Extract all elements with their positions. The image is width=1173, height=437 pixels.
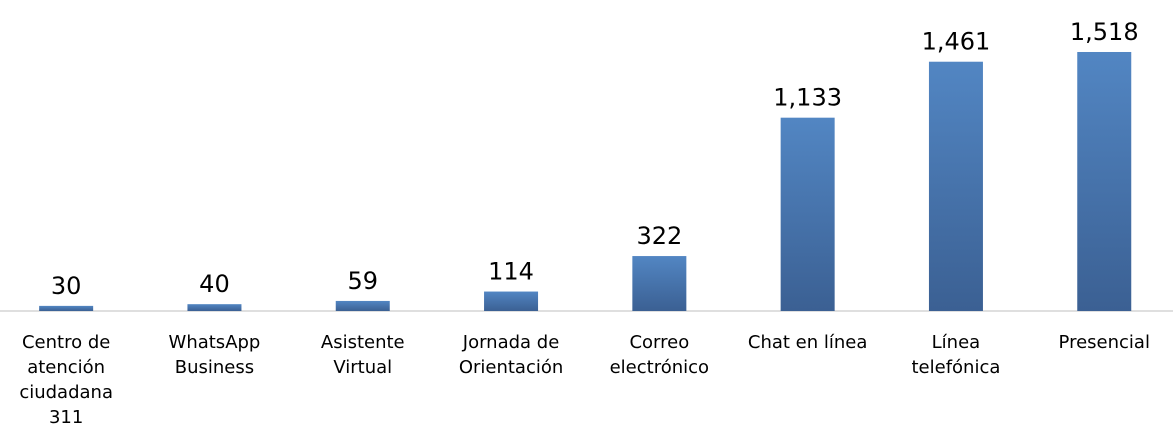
bar bbox=[335, 300, 390, 311]
bar bbox=[928, 61, 983, 311]
x-tick-label: Asistente Virtual bbox=[320, 332, 405, 378]
value-label: 322 bbox=[636, 222, 682, 250]
value-label: 1,133 bbox=[773, 84, 842, 112]
x-tick-label: Presencial bbox=[1058, 332, 1150, 353]
x-tick-label: Centro de atención ciudadana 311 bbox=[19, 332, 113, 428]
x-tick-label: Línea telefónica bbox=[911, 332, 1001, 378]
value-label: 1,461 bbox=[922, 28, 991, 56]
value-label: 59 bbox=[347, 267, 378, 295]
bar bbox=[632, 256, 687, 311]
bar bbox=[484, 291, 539, 311]
bar bbox=[39, 305, 94, 311]
x-tick-label: Correo electrónico bbox=[609, 332, 710, 378]
bar bbox=[1077, 51, 1132, 312]
bar bbox=[780, 117, 835, 311]
value-label: 40 bbox=[199, 270, 230, 298]
x-tick-label: Jornada de Orientación bbox=[458, 332, 564, 378]
x-tick-label: Chat en línea bbox=[747, 332, 868, 353]
value-label: 114 bbox=[488, 258, 534, 286]
x-tick-label: WhatsApp Business bbox=[168, 332, 261, 378]
bar bbox=[187, 304, 242, 311]
value-label: 30 bbox=[51, 272, 82, 300]
value-label: 1,518 bbox=[1070, 18, 1139, 46]
